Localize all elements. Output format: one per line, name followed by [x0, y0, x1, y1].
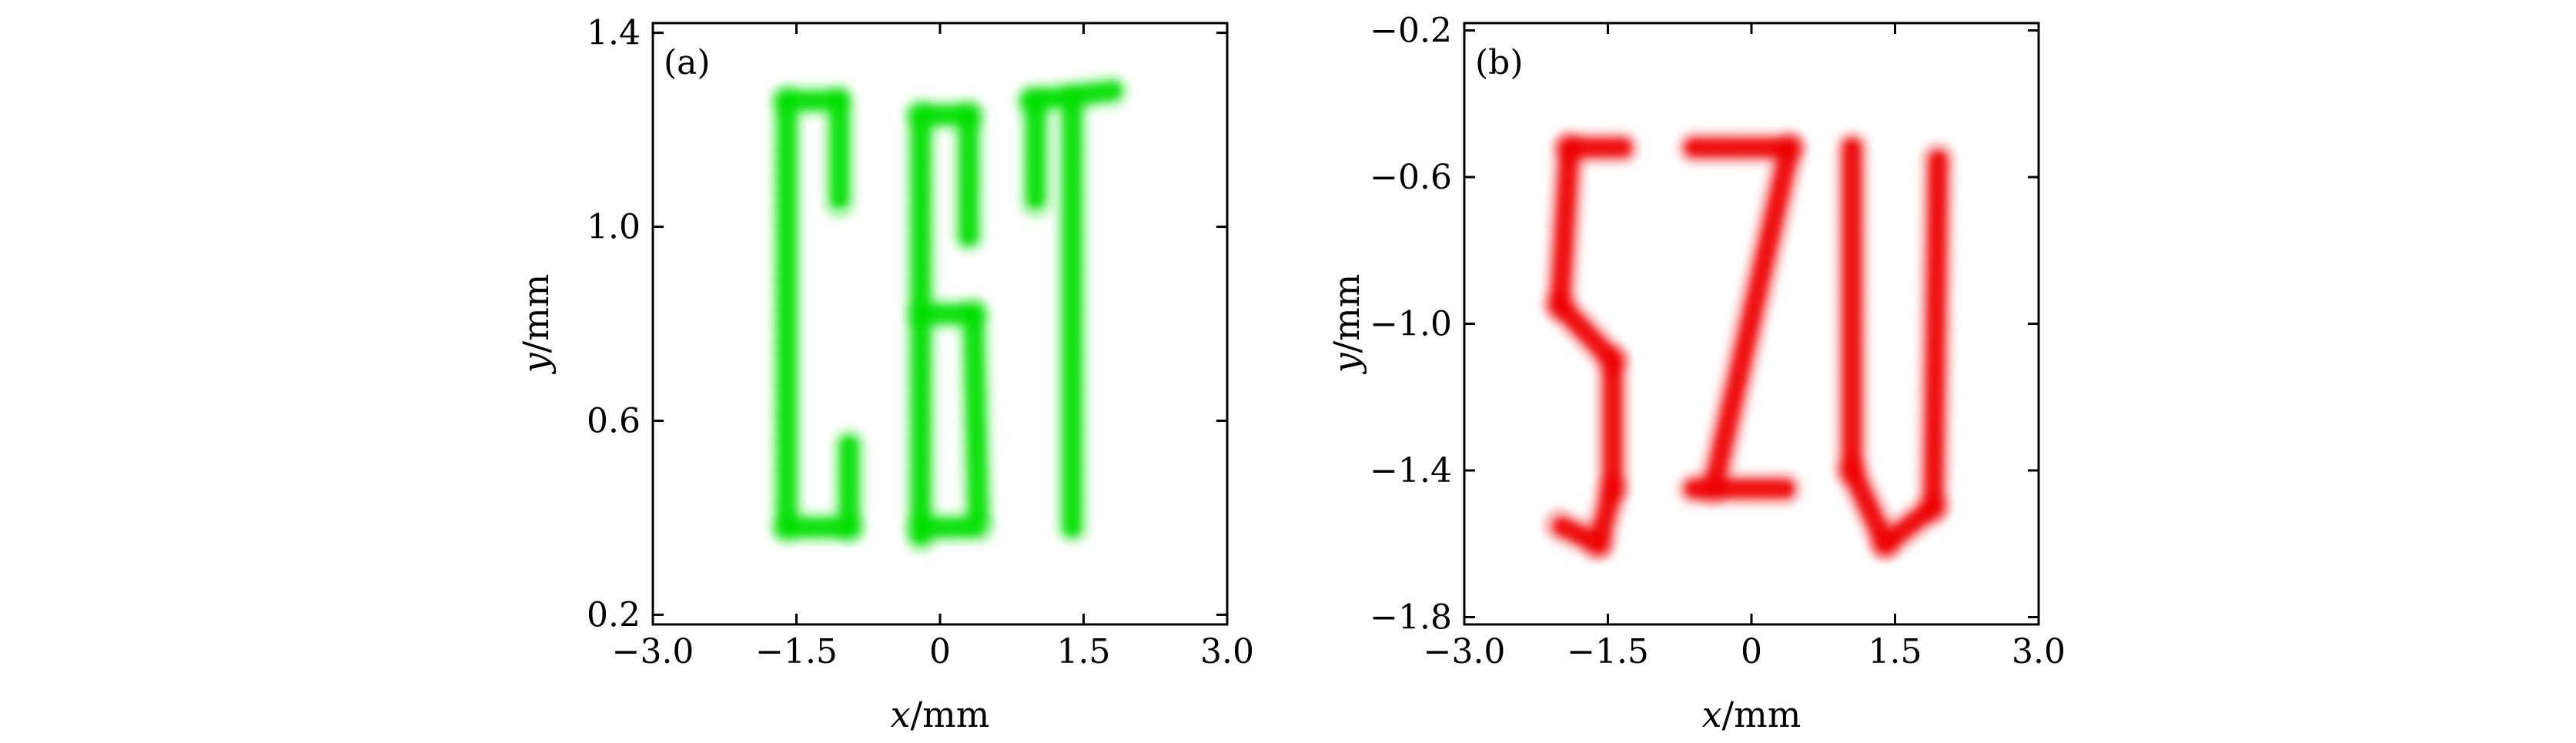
panel-b-xtick-label: 0 — [1741, 632, 1762, 671]
panel-b-ytick-label: −1.0 — [1370, 305, 1452, 344]
panel-b-ytick-label: −0.2 — [1370, 12, 1452, 51]
panel-a-ticks: −3.0 −1.5 0 1.5 3.0 0.2 0.6 1.0 1.4 — [587, 14, 1254, 671]
panel-a-ytick-label: 0.2 — [587, 595, 641, 634]
panel-b-ticks: −3.0 −1.5 0 1.5 3.0 −0.2 −0.6 −1.0 −1.4 −1.8 — [1370, 12, 2066, 671]
panel-a-ytick-label: 0.6 — [587, 401, 641, 440]
panel-b-ylabel: y/mm — [1326, 274, 1367, 375]
panel-b-ytick-label: −0.6 — [1370, 158, 1452, 197]
panel-b-ytick-label: −1.8 — [1370, 597, 1452, 637]
panel-a-xtick-label: −1.5 — [755, 632, 838, 671]
panel-b-stroke — [1924, 149, 1948, 517]
panel-b-image — [1543, 130, 1955, 561]
panel-b-ytick-label: −1.4 — [1370, 451, 1452, 490]
panel-a-ytick-label: 1.4 — [587, 14, 641, 53]
panel-a-ylabel: y/mm — [515, 274, 557, 375]
panel-a-xtick-label: 3.0 — [1200, 632, 1254, 671]
panel-b-xtick-label: 3.0 — [2012, 632, 2066, 671]
panel-a-image — [770, 74, 1129, 554]
panel-b-xtick-label: −1.5 — [1567, 632, 1649, 671]
panel-b-stroke — [1704, 138, 1799, 498]
panel-a-xlabel: x/mm — [891, 694, 990, 735]
panel-b: −3.0 −1.5 0 1.5 3.0−0.2−0.6−1.0−1.4−1.8 (b) … — [1326, 12, 2066, 735]
panel-b-stroke — [1551, 138, 1579, 315]
panel-b-stroke — [1551, 516, 1608, 554]
panel-b-xlabel: x/mm — [1702, 694, 1802, 735]
panel-a-xtick-label: −3.0 — [612, 632, 694, 671]
panel-a-xtick-label: 0 — [929, 632, 951, 671]
panel-b-xtick-label: −3.0 — [1423, 632, 1506, 671]
panel-b-xtick-label: 1.5 — [1868, 632, 1922, 671]
panel-a-xtick-label: 1.5 — [1057, 632, 1111, 671]
panel-a: −3.0 −1.5 0 1.5 3.0 0.2 0.6 1.0 1.4 (a) x/mm y/m… — [515, 14, 1254, 735]
panel-a-label: (a) — [664, 43, 711, 82]
panel-a-stroke — [964, 304, 988, 527]
panel-b-label: (b) — [1475, 43, 1524, 82]
panel-a-ytick-label: 1.0 — [587, 208, 641, 247]
